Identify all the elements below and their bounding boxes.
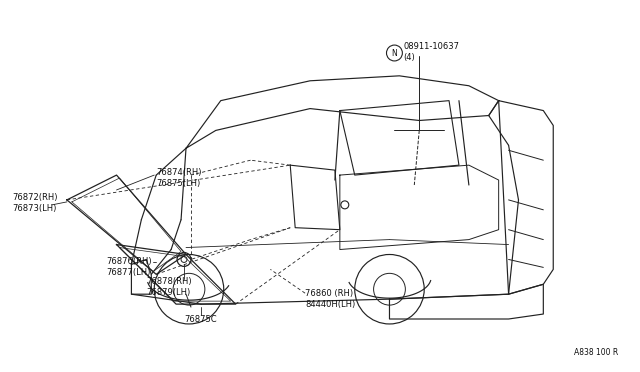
Text: 76877(LH): 76877(LH) — [107, 268, 151, 278]
Text: 84440H(LH): 84440H(LH) — [305, 300, 355, 309]
Text: 76876(RH): 76876(RH) — [107, 257, 152, 266]
Text: N: N — [392, 48, 397, 58]
Text: 76874(RH): 76874(RH) — [156, 168, 202, 177]
Text: 08911-10637: 08911-10637 — [403, 42, 460, 51]
Text: (4): (4) — [403, 54, 415, 62]
Text: 76875(LH): 76875(LH) — [156, 179, 200, 188]
Text: 76872(RH): 76872(RH) — [12, 193, 58, 202]
Text: 76875C: 76875C — [184, 315, 217, 324]
Text: 76860 (RH): 76860 (RH) — [305, 289, 353, 298]
Text: A838 100 R: A838 100 R — [573, 348, 618, 357]
Text: 76879(LH): 76879(LH) — [147, 288, 191, 297]
Text: 76873(LH): 76873(LH) — [12, 204, 57, 213]
Text: 76878(RH): 76878(RH) — [147, 277, 192, 286]
